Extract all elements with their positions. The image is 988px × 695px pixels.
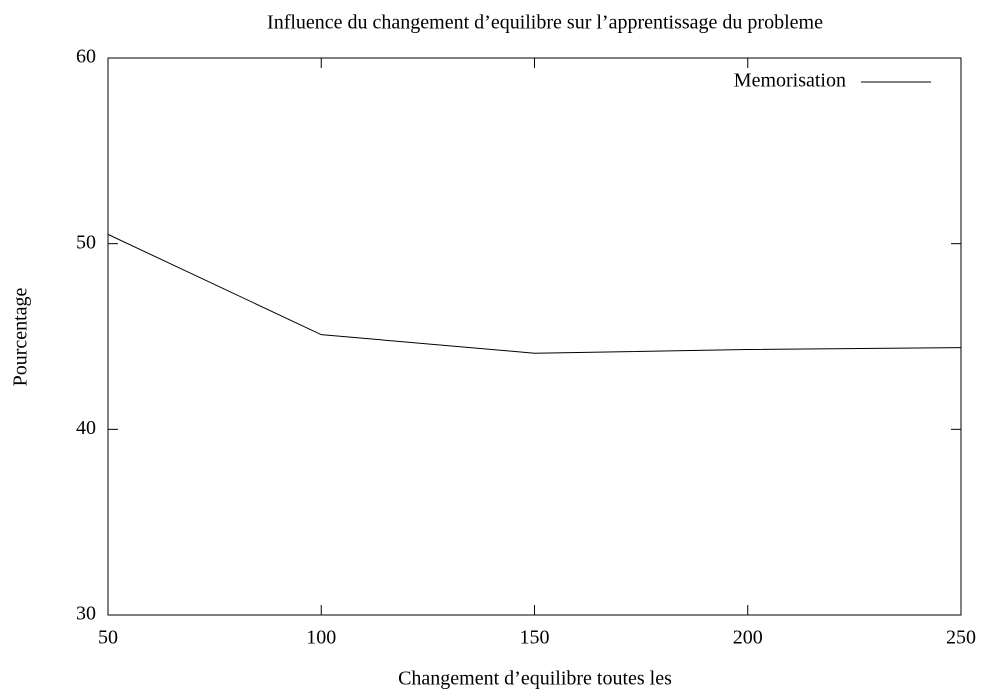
y-tick-label: 60 — [76, 46, 96, 68]
x-axis-label: Changement d’equilibre toutes les — [398, 668, 672, 690]
x-tick-label: 250 — [946, 627, 976, 649]
chart-title: Influence du changement d’equilibre sur … — [267, 12, 823, 34]
x-tick-label: 100 — [306, 627, 336, 649]
y-tick-label: 30 — [76, 603, 96, 625]
x-tick-label: 150 — [520, 627, 550, 649]
data-line — [107, 233, 962, 354]
y-tick-label: 50 — [76, 231, 96, 253]
x-tick-label: 50 — [98, 627, 118, 649]
plot-frame — [107, 57, 962, 616]
legend-label: Memorisation — [734, 70, 846, 92]
y-axis-label: Pourcentage — [10, 287, 32, 386]
x-tick-label: 200 — [733, 627, 763, 649]
y-tick-label: 40 — [76, 417, 96, 439]
